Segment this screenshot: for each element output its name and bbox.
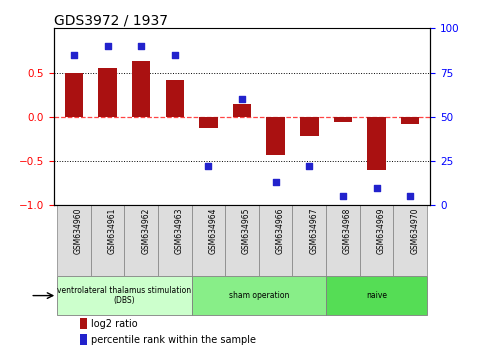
Point [372,185,380,190]
Text: GSM634965: GSM634965 [242,207,250,254]
Point [271,179,279,185]
Bar [300,117,318,136]
Text: GSM634970: GSM634970 [409,207,418,254]
Point [204,164,212,169]
Bar [57,276,191,315]
Point [305,164,312,169]
Text: naive: naive [366,291,386,300]
Bar [359,205,392,276]
Bar [191,205,225,276]
Bar [225,205,258,276]
Point [137,43,145,49]
Bar [199,117,217,128]
Text: GSM634969: GSM634969 [376,207,385,254]
Bar [57,205,91,276]
Bar [333,117,351,122]
Text: log2 ratio: log2 ratio [90,319,137,329]
Text: GSM634964: GSM634964 [208,207,217,254]
Bar [98,68,117,117]
Bar [158,205,191,276]
Bar [366,117,385,170]
Bar [266,117,285,155]
Bar [400,117,419,124]
Bar [191,276,325,315]
Point [70,52,78,58]
Text: percentile rank within the sample: percentile rank within the sample [90,335,255,345]
Bar [292,205,325,276]
Text: GSM634961: GSM634961 [107,207,116,254]
Text: GSM634960: GSM634960 [74,207,83,254]
Text: sham operation: sham operation [228,291,288,300]
Bar [232,103,251,117]
Bar [124,205,158,276]
Point [238,96,245,102]
Bar [80,334,87,345]
Text: GSM634968: GSM634968 [342,207,351,254]
Text: GSM634962: GSM634962 [141,207,150,254]
Bar [165,80,183,117]
Point [338,194,346,199]
Bar [258,205,292,276]
Bar [325,205,359,276]
Text: GDS3972 / 1937: GDS3972 / 1937 [54,13,167,27]
Bar [132,61,150,117]
Point [406,194,413,199]
Point [103,43,111,49]
Text: ventrolateral thalamus stimulation
(DBS): ventrolateral thalamus stimulation (DBS) [57,286,191,305]
Text: GSM634963: GSM634963 [175,207,183,254]
Bar [80,318,87,329]
Bar [325,276,426,315]
Text: GSM634967: GSM634967 [308,207,318,254]
Point [171,52,179,58]
Bar [392,205,426,276]
Bar [91,205,124,276]
Text: GSM634966: GSM634966 [275,207,284,254]
Bar [64,73,83,117]
